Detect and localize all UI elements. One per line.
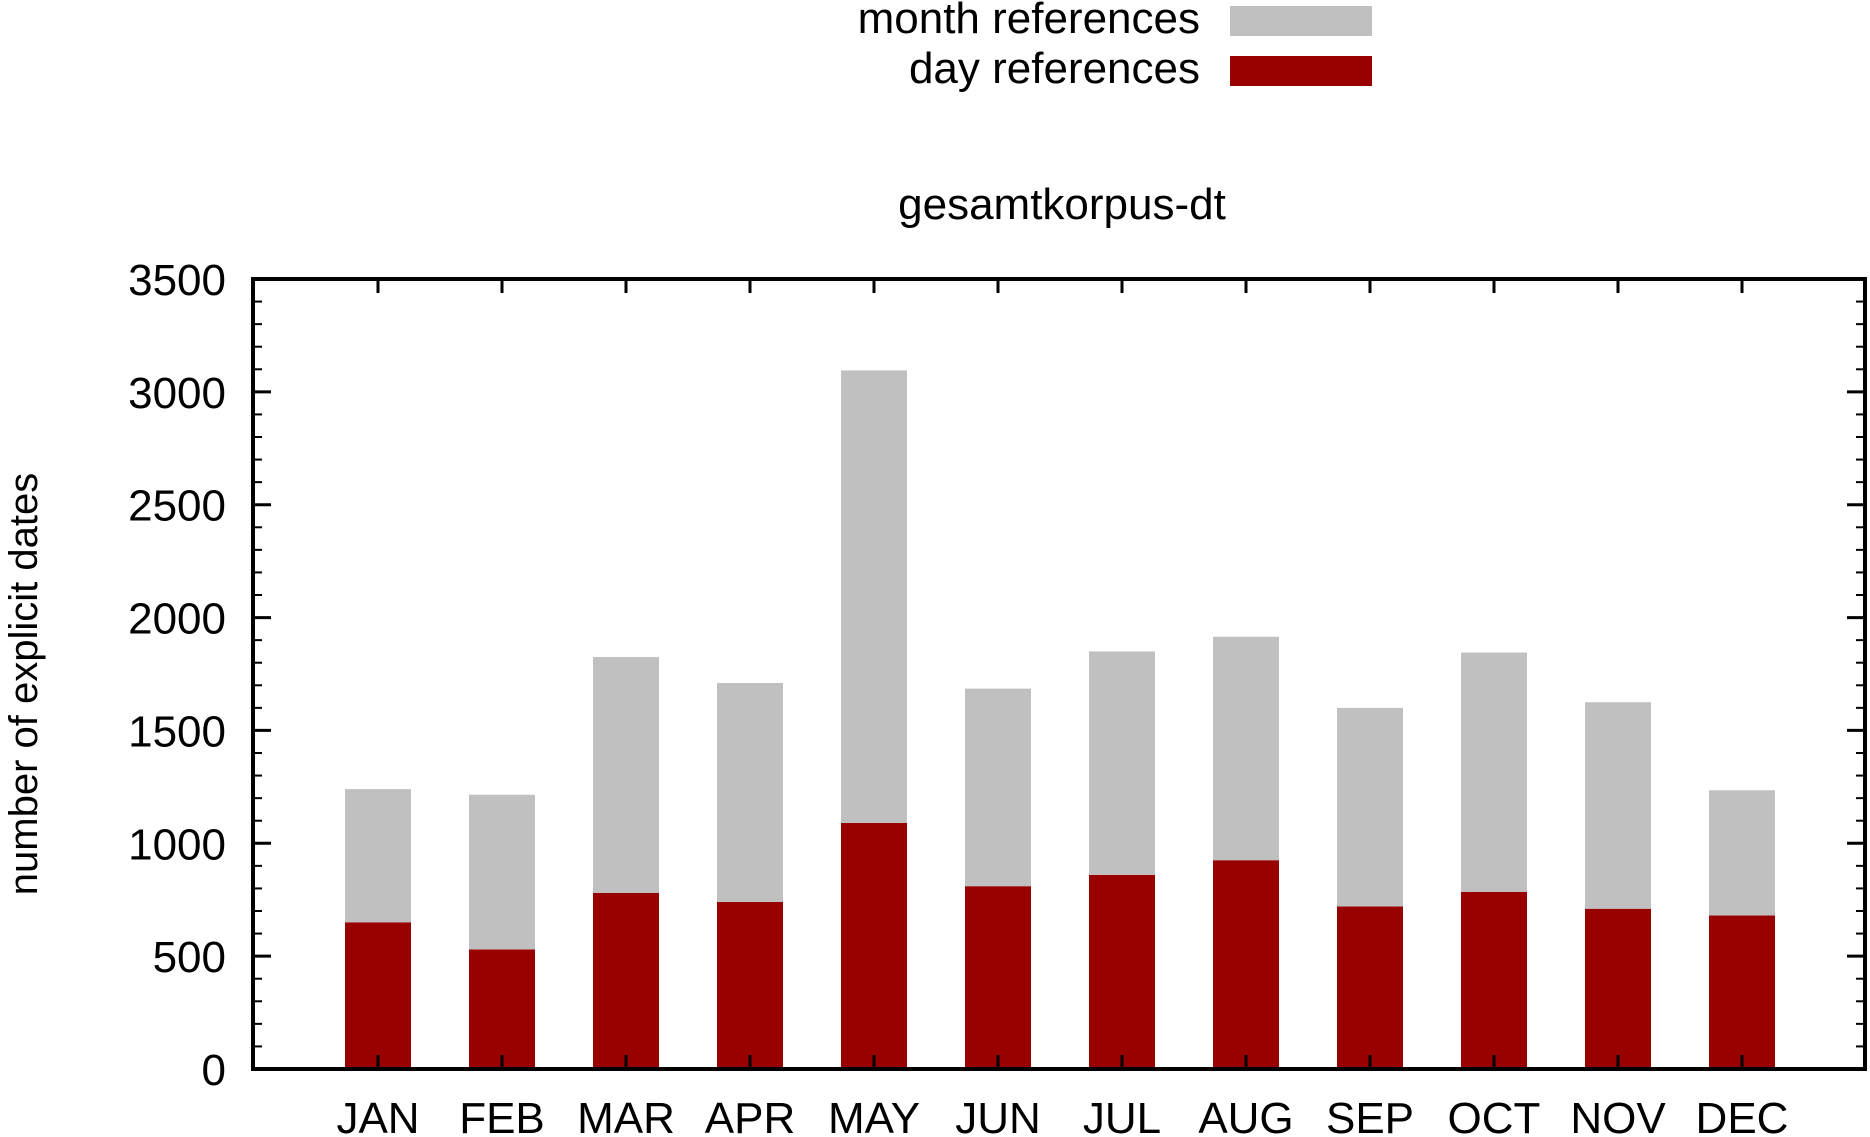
y-tick-label-500: 500 xyxy=(153,933,226,982)
bar-jan-day-references xyxy=(345,922,411,1069)
bar-sep-day-references xyxy=(1337,906,1403,1069)
x-tick-label-jun: JUN xyxy=(955,1094,1041,1137)
bar-oct-month-references xyxy=(1461,652,1527,892)
x-tick-label-mar: MAR xyxy=(577,1094,675,1137)
bar-aug-day-references xyxy=(1213,860,1279,1069)
bar-aug-month-references xyxy=(1213,636,1279,861)
bar-oct-day-references xyxy=(1461,891,1527,1069)
y-axis-label: number of explicit dates xyxy=(2,473,46,895)
x-tick-label-jan: JAN xyxy=(336,1094,419,1137)
x-tick-label-nov: NOV xyxy=(1570,1094,1666,1137)
bar-nov-day-references xyxy=(1585,908,1651,1069)
y-tick-label-1000: 1000 xyxy=(128,820,226,869)
x-tick-label-jul: JUL xyxy=(1083,1094,1161,1137)
chart-title: gesamtkorpus-dt xyxy=(898,180,1226,229)
plot-frame xyxy=(251,277,1867,1071)
y-tick-label-3500: 3500 xyxy=(128,256,226,305)
x-tick-label-oct: OCT xyxy=(1448,1094,1541,1137)
x-tick-label-apr: APR xyxy=(705,1094,795,1137)
bar-jul-month-references xyxy=(1089,651,1155,875)
bar-may-month-references xyxy=(841,370,907,823)
bar-dec-month-references xyxy=(1709,790,1775,916)
bar-feb-month-references xyxy=(469,794,535,950)
bar-dec-day-references xyxy=(1709,915,1775,1069)
bar-apr-day-references xyxy=(717,901,783,1069)
legend-label-month-references: month references xyxy=(858,0,1200,43)
x-tick-label-aug: AUG xyxy=(1198,1094,1293,1137)
x-tick-label-sep: SEP xyxy=(1326,1094,1414,1137)
bar-mar-day-references xyxy=(593,892,659,1069)
bar-apr-month-references xyxy=(717,683,783,902)
y-tick-labels: 0 500 1000 1500 2000 2500 3000 3500 xyxy=(128,256,226,1095)
y-tick-label-0: 0 xyxy=(202,1046,226,1095)
bar-may-day-references xyxy=(841,822,907,1069)
x-tick-label-may: MAY xyxy=(828,1094,920,1137)
y-tick-label-2000: 2000 xyxy=(128,595,226,644)
bar-jun-day-references xyxy=(965,886,1031,1069)
x-tick-labels: JAN FEB MAR APR MAY JUN JUL AUG SEP OCT NOV DEC xyxy=(336,1094,1788,1137)
bar-nov-month-references xyxy=(1585,702,1651,909)
legend-swatch-month-references xyxy=(1230,6,1372,36)
bar-jul-day-references xyxy=(1089,874,1155,1069)
x-tick-label-feb: FEB xyxy=(459,1094,545,1137)
y-tick-label-3000: 3000 xyxy=(128,369,226,418)
bar-feb-day-references xyxy=(469,949,535,1069)
bar-sep-month-references xyxy=(1337,707,1403,907)
bar-mar-month-references xyxy=(593,657,659,893)
legend-swatch-day-references xyxy=(1230,56,1372,86)
bar-jun-month-references xyxy=(965,688,1031,887)
y-tick-label-2500: 2500 xyxy=(128,482,226,531)
x-tick-label-dec: DEC xyxy=(1696,1094,1789,1137)
bar-jan-month-references xyxy=(345,789,411,923)
y-tick-label-1500: 1500 xyxy=(128,707,226,756)
legend-label-day-references: day references xyxy=(909,44,1200,93)
legend: month references day references xyxy=(858,0,1372,93)
bars xyxy=(345,370,1775,1069)
